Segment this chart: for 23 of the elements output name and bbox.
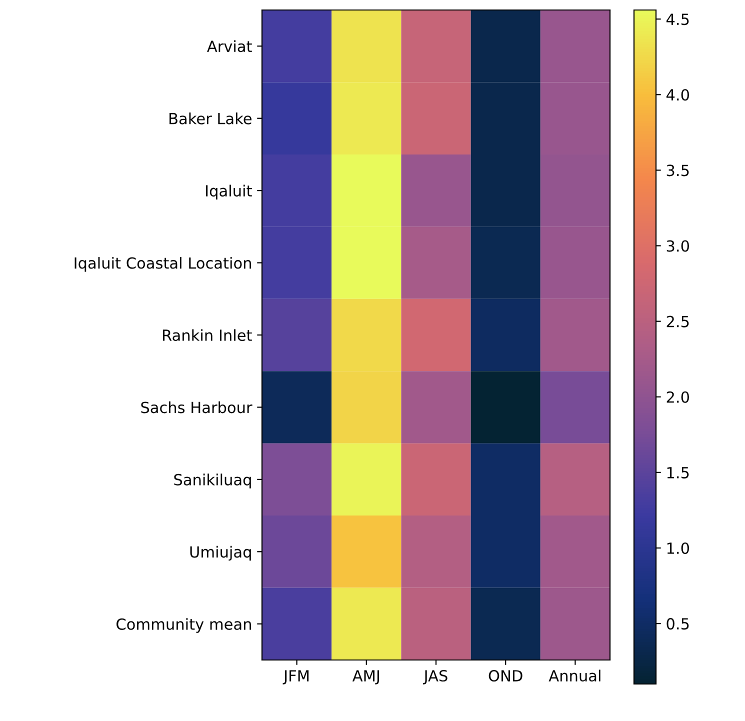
color-bar-label: 3.5 — [666, 164, 689, 176]
y-tick-label: Iqaluit Coastal Location — [74, 256, 251, 272]
x-tick-label: AMJ — [352, 670, 379, 684]
color-bar-label: 1.0 — [667, 542, 690, 554]
y-tick-label: Arviat — [207, 40, 252, 52]
color-bar-label: 0.5 — [666, 618, 689, 630]
y-tick-label: Rankin Inlet — [163, 329, 252, 342]
y-tick-label: Sanikiluaq — [174, 474, 251, 488]
x-tick-label: Annual — [548, 670, 600, 682]
color-bar-label: 3.0 — [666, 240, 690, 252]
x-tick-label: JAS — [423, 670, 448, 684]
x-tick-label: OND — [488, 670, 522, 682]
color-bar-label: 1.5 — [667, 467, 689, 478]
color-bar-label: 4.5 — [666, 14, 689, 26]
color-bar-label: 2.5 — [666, 316, 689, 328]
y-tick-label: Baker Lake — [170, 112, 252, 124]
color-bar-label: 4.0 — [666, 89, 690, 101]
y-tick-label: Iqaluit — [206, 184, 252, 200]
y-tick-label: Sachs Harbour — [141, 401, 252, 414]
x-tick-label: JFM — [282, 670, 309, 684]
color-bar-label: 2.0 — [666, 391, 690, 403]
y-tick-label: Community mean — [116, 618, 251, 633]
y-tick-label: Umiujaq — [190, 546, 251, 561]
